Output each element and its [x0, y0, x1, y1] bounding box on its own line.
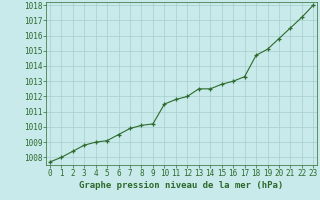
X-axis label: Graphe pression niveau de la mer (hPa): Graphe pression niveau de la mer (hPa) [79, 181, 284, 190]
